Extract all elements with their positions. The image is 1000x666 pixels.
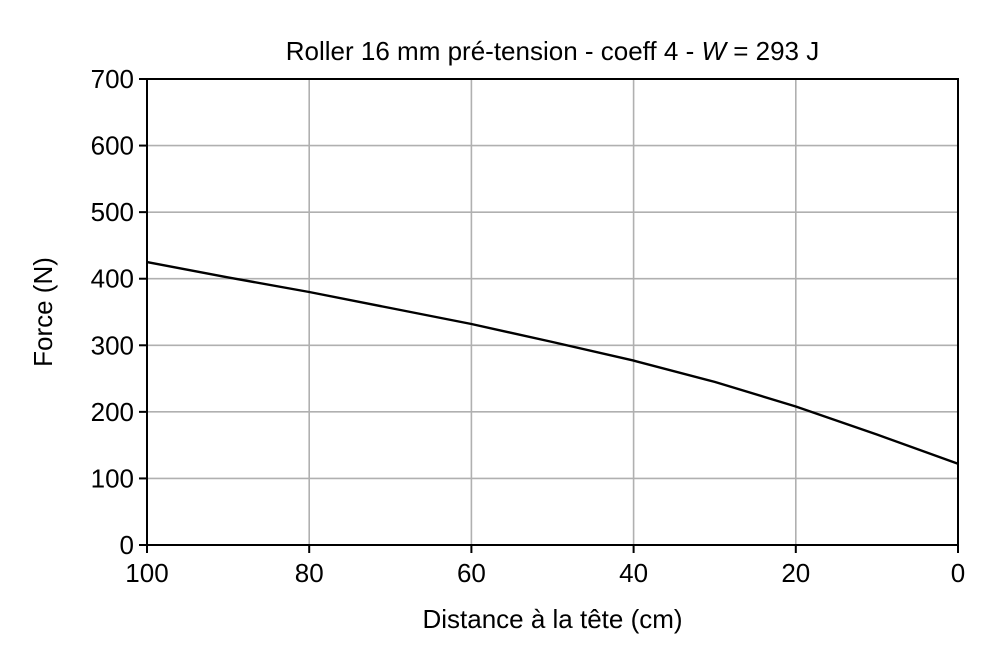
- x-axis-label: Distance à la tête (cm): [422, 604, 682, 634]
- x-tick-label: 40: [619, 558, 648, 588]
- x-tick-label: 100: [125, 558, 168, 588]
- y-tick-label: 100: [91, 463, 134, 493]
- y-tick-label: 300: [91, 330, 134, 360]
- x-tick-label: 60: [457, 558, 486, 588]
- y-axis-label: Force (N): [28, 257, 58, 367]
- title-suffix: = 293 J: [726, 36, 819, 66]
- series-layer: [146, 260, 959, 465]
- y-tick-label: 500: [91, 197, 134, 227]
- y-tick-label: 700: [91, 64, 134, 94]
- x-tick-label: 0: [951, 558, 965, 588]
- y-tick-label: 600: [91, 131, 134, 161]
- y-tick-label: 400: [91, 264, 134, 294]
- plot-frame: [146, 78, 959, 546]
- y-tick-label: 0: [120, 530, 134, 560]
- chart-title: Roller 16 mm pré-tension - coeff 4 - W =…: [286, 36, 819, 66]
- x-tick-label: 20: [781, 558, 810, 588]
- title-variable: W: [701, 36, 728, 66]
- grid: [146, 78, 959, 546]
- x-tick-label: 80: [295, 558, 324, 588]
- y-tick-label: 200: [91, 397, 134, 427]
- force-curve: [146, 260, 959, 465]
- title-prefix: Roller 16 mm pré-tension - coeff 4 -: [286, 36, 702, 66]
